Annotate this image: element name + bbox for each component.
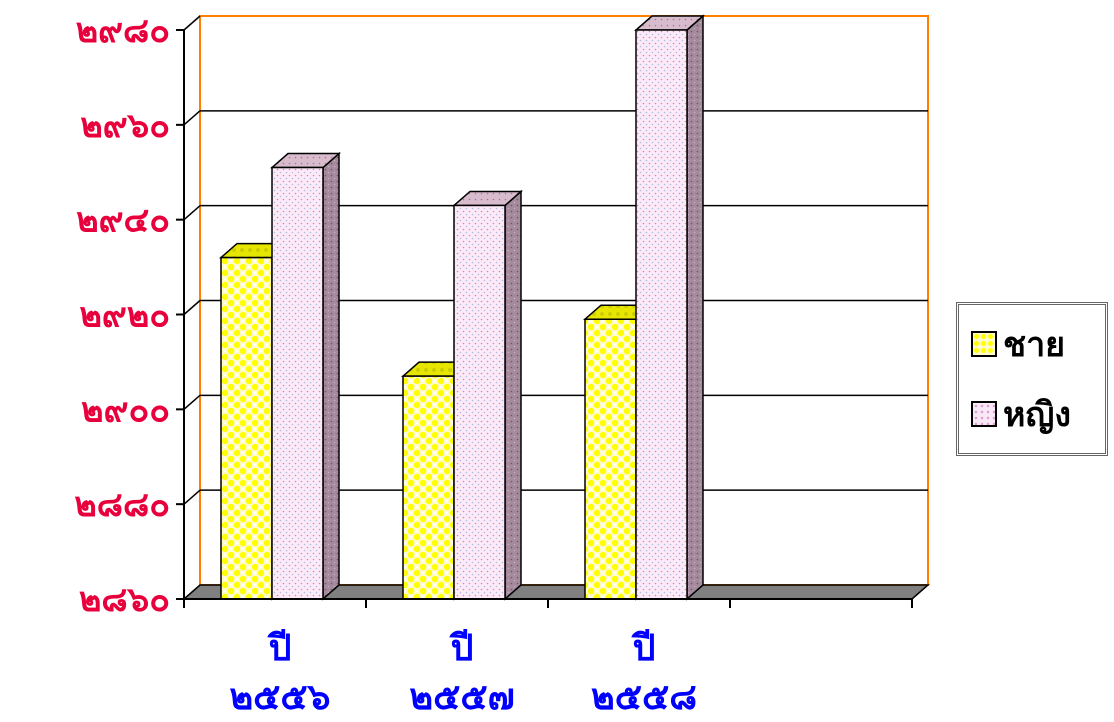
legend: ชาย หญิง	[956, 302, 1108, 456]
legend-item-female: หญิง	[971, 387, 1071, 441]
legend-swatch-male	[971, 331, 997, 357]
y-tick-label: ๒๙๖๐	[80, 106, 170, 146]
bar-male-3	[584, 318, 637, 600]
legend-swatch-female	[971, 401, 997, 427]
gridline-diagonal	[183, 15, 201, 31]
y-tick-label: ๒๙๐๐	[81, 390, 170, 430]
y-tick-label: ๒๙๒๐	[80, 296, 170, 336]
y-tick-label: ๒๘๖๐	[79, 580, 170, 620]
y-tick-label: ๒๙๘๐	[76, 11, 170, 51]
gridline-diagonal	[183, 489, 201, 505]
x-tick-label: ๒๕๕๗	[409, 677, 514, 718]
bar-side-female-1	[322, 151, 340, 601]
x-tick-label: ปี	[449, 628, 474, 669]
y-tick-label: ๒๙๔๐	[76, 201, 170, 241]
gridline-diagonal	[183, 299, 201, 316]
y-tick-label: ๒๘๘๐	[74, 485, 170, 525]
bar-male-2	[402, 375, 455, 600]
legend-item-male: ชาย	[971, 317, 1065, 371]
bar-side-female-3	[686, 14, 704, 601]
bar-side-female-2	[504, 189, 522, 601]
bar-female-1	[271, 166, 324, 600]
bar-male-1	[220, 256, 273, 600]
legend-label-male: ชาย	[1003, 325, 1066, 365]
legend-label-female: หญิง	[1003, 395, 1071, 435]
x-tick-label: ๒๕๕๘	[591, 677, 697, 718]
x-tick-label: ปี	[631, 628, 656, 669]
x-tick-label: ๒๕๕๖	[229, 677, 330, 718]
bar-female-2	[453, 204, 506, 600]
x-tick-label: ปี	[267, 628, 292, 669]
gridline-diagonal	[183, 110, 201, 126]
gridline-diagonal	[183, 394, 201, 410]
bar-female-3	[635, 29, 688, 600]
gridline-diagonal	[183, 205, 201, 221]
